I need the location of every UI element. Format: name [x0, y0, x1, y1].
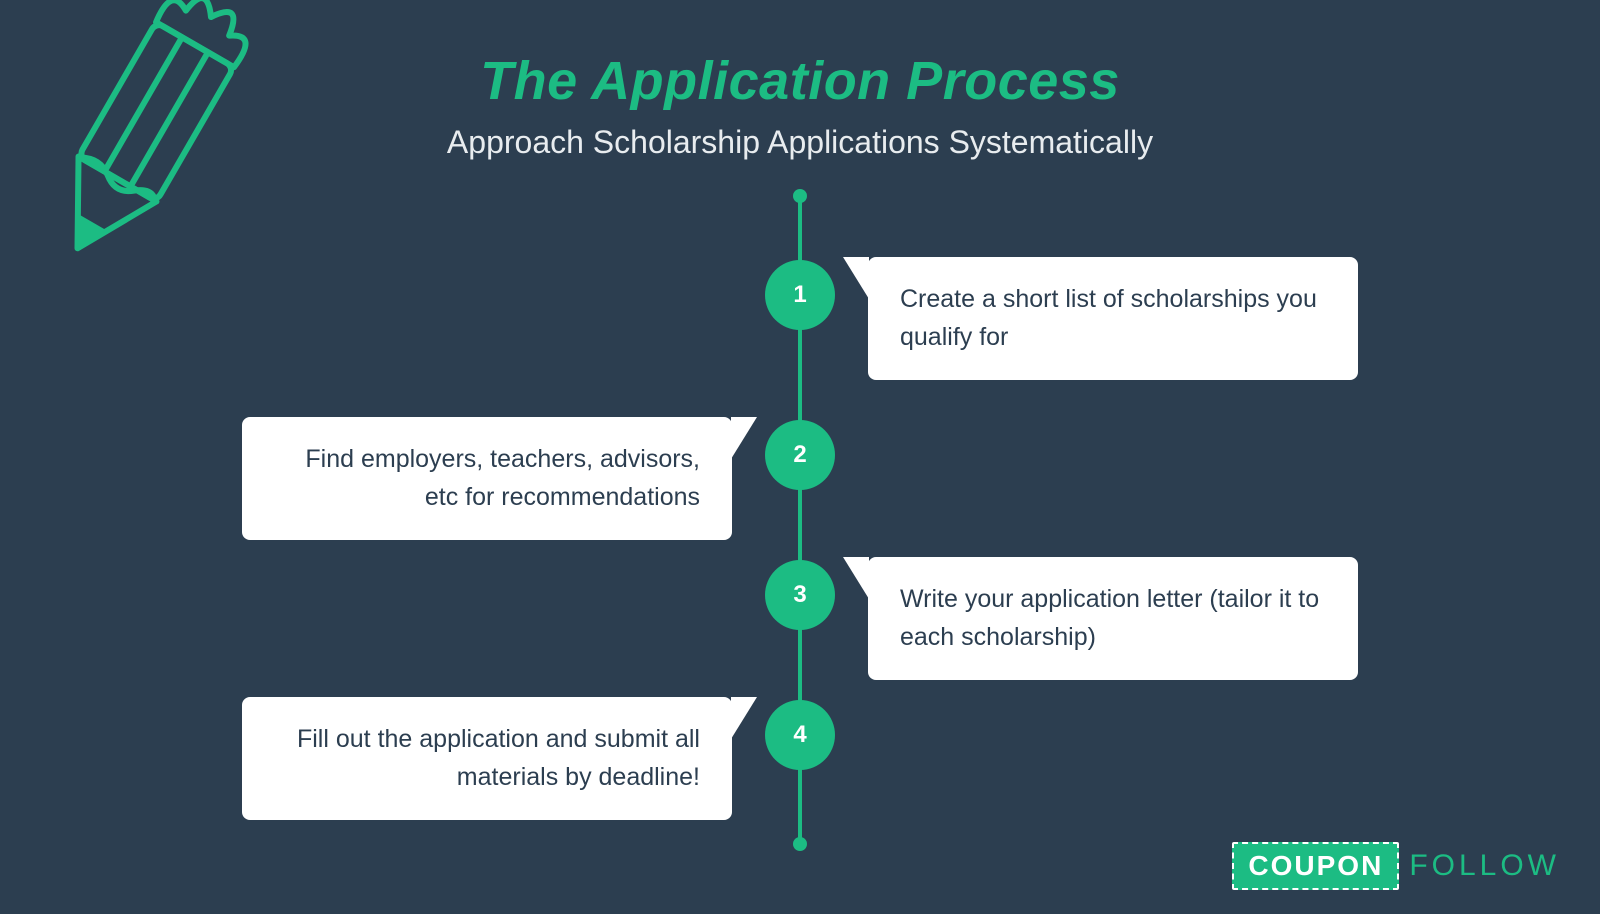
timeline-node-4: 4	[765, 700, 835, 770]
header: The Application Process Approach Scholar…	[0, 0, 1600, 161]
timeline-card-4: Fill out the application and submit all …	[242, 697, 732, 820]
timeline-node-1: 1	[765, 260, 835, 330]
node-number: 4	[793, 721, 806, 749]
logo-follow: FOLLOW	[1409, 849, 1560, 883]
node-number: 1	[793, 281, 806, 309]
timeline-node-2: 2	[765, 420, 835, 490]
logo-box: COUPON	[1232, 842, 1399, 890]
timeline-card-2: Find employers, teachers, advisors, etc …	[242, 417, 732, 540]
timeline-card-1: Create a short list of scholarships you …	[868, 257, 1358, 380]
card-text: Fill out the application and submit all …	[297, 725, 700, 791]
card-text: Create a short list of scholarships you …	[900, 285, 1317, 351]
spine-dot-top	[793, 189, 807, 203]
timeline-node-3: 3	[765, 560, 835, 630]
timeline-card-3: Write your application letter (tailor it…	[868, 557, 1358, 680]
page-subtitle: Approach Scholarship Applications System…	[0, 124, 1600, 161]
page-title: The Application Process	[0, 50, 1600, 112]
node-number: 3	[793, 581, 806, 609]
spine-dot-bottom	[793, 837, 807, 851]
timeline: 1 Create a short list of scholarships yo…	[0, 195, 1600, 875]
card-text: Write your application letter (tailor it…	[900, 585, 1319, 651]
brand-logo: COUPON FOLLOW	[1232, 842, 1560, 890]
card-text: Find employers, teachers, advisors, etc …	[305, 445, 700, 511]
node-number: 2	[793, 441, 806, 469]
